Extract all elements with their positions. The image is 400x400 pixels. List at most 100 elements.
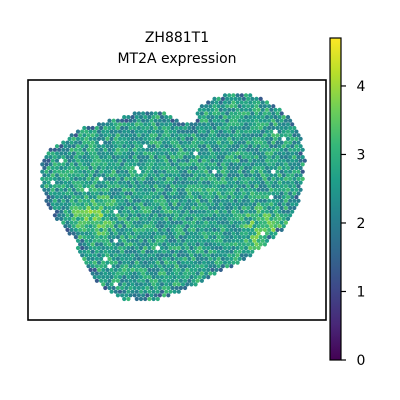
expression-spot (296, 155, 301, 160)
expression-spot (241, 118, 246, 123)
expression-spot (145, 155, 150, 160)
expression-spot (145, 220, 150, 225)
expression-spot (172, 245, 177, 251)
expression-spot (279, 118, 284, 123)
expression-spot (145, 191, 150, 196)
expression-spot (271, 125, 276, 131)
expression-spot (256, 202, 261, 207)
expression-spot (78, 184, 83, 189)
expression-spot (105, 245, 110, 251)
expression-spot (147, 238, 152, 243)
expression-spot (153, 205, 158, 211)
expression-spot (155, 238, 160, 243)
expression-spot (42, 187, 47, 192)
expression-spot (88, 209, 93, 214)
expression-spot (214, 100, 219, 105)
expression-spot (285, 187, 291, 192)
expression-spot (246, 169, 251, 174)
expression-spot (199, 169, 204, 174)
expression-spot (277, 136, 282, 141)
expression-spot (246, 125, 251, 131)
expression-spot (201, 195, 207, 200)
expression-spot (128, 169, 133, 174)
expression-spot (124, 242, 129, 247)
expression-spot (302, 158, 307, 163)
expression-spot (134, 151, 139, 156)
expression-spot (52, 176, 58, 181)
expression-spot (42, 173, 47, 178)
expression-spot (101, 122, 106, 127)
expression-spot (195, 198, 200, 203)
expression-spot (193, 231, 198, 236)
expression-spot (218, 267, 223, 272)
expression-spot (71, 224, 76, 229)
expression-spot (260, 136, 265, 141)
expression-spot (237, 227, 242, 232)
expression-spot (80, 202, 85, 207)
expression-spot (264, 100, 270, 105)
expression-spot (145, 118, 150, 123)
expression-spot (153, 242, 158, 247)
expression-spot (218, 136, 223, 141)
expression-spot (235, 180, 240, 185)
expression-spot (122, 260, 127, 265)
expression-spot (277, 115, 282, 120)
expression-spot (185, 122, 190, 127)
expression-spot (149, 184, 154, 189)
expression-spot (290, 144, 295, 149)
expression-spot (63, 151, 68, 156)
expression-spot (235, 231, 240, 236)
expression-spot (145, 264, 150, 269)
expression-spot (294, 158, 299, 163)
expression-spot (283, 184, 288, 189)
expression-spot (172, 209, 177, 214)
expression-spot (208, 249, 213, 254)
expression-spot (111, 285, 116, 291)
expression-spot (69, 205, 74, 211)
expression-spot (176, 122, 181, 127)
expression-spot (170, 155, 175, 160)
expression-spot (94, 256, 99, 261)
expression-spot (128, 162, 133, 167)
expression-spot (90, 205, 95, 211)
expression-spot (201, 245, 207, 251)
expression-spot (273, 136, 278, 141)
expression-spot (105, 195, 110, 200)
expression-spot (109, 158, 114, 163)
expression-spot (151, 122, 156, 127)
expression-spot (214, 216, 219, 221)
expression-spot (88, 129, 93, 134)
expression-spot (149, 242, 154, 247)
expression-spot (107, 184, 112, 189)
expression-spot (197, 107, 202, 112)
expression-spot (264, 202, 270, 207)
expression-spot (174, 271, 179, 276)
expression-spot (195, 271, 200, 276)
expression-spot (80, 231, 85, 236)
expression-spot (117, 260, 123, 265)
expression-spot (147, 173, 152, 178)
expression-spot (206, 267, 211, 272)
expression-spot (117, 267, 123, 272)
expression-spot (254, 96, 259, 101)
expression-spot (78, 213, 83, 218)
expression-spot (75, 180, 81, 185)
expression-spot (145, 256, 150, 261)
expression-spot (231, 180, 236, 185)
expression-spot (231, 202, 236, 207)
expression-spot (101, 195, 106, 200)
expression-spot (180, 173, 186, 178)
expression-spot (120, 140, 125, 145)
expression-spot (199, 198, 204, 203)
expression-spot (269, 231, 274, 236)
expression-spot (61, 162, 66, 167)
expression-spot (285, 165, 291, 171)
expression-spot (197, 129, 202, 134)
expression-spot (243, 122, 249, 127)
expression-spot (113, 260, 118, 265)
expression-spot (235, 151, 240, 156)
expression-spot (120, 278, 125, 283)
expression-spot (269, 209, 274, 214)
expression-spot (267, 169, 272, 174)
expression-spot (153, 111, 158, 116)
